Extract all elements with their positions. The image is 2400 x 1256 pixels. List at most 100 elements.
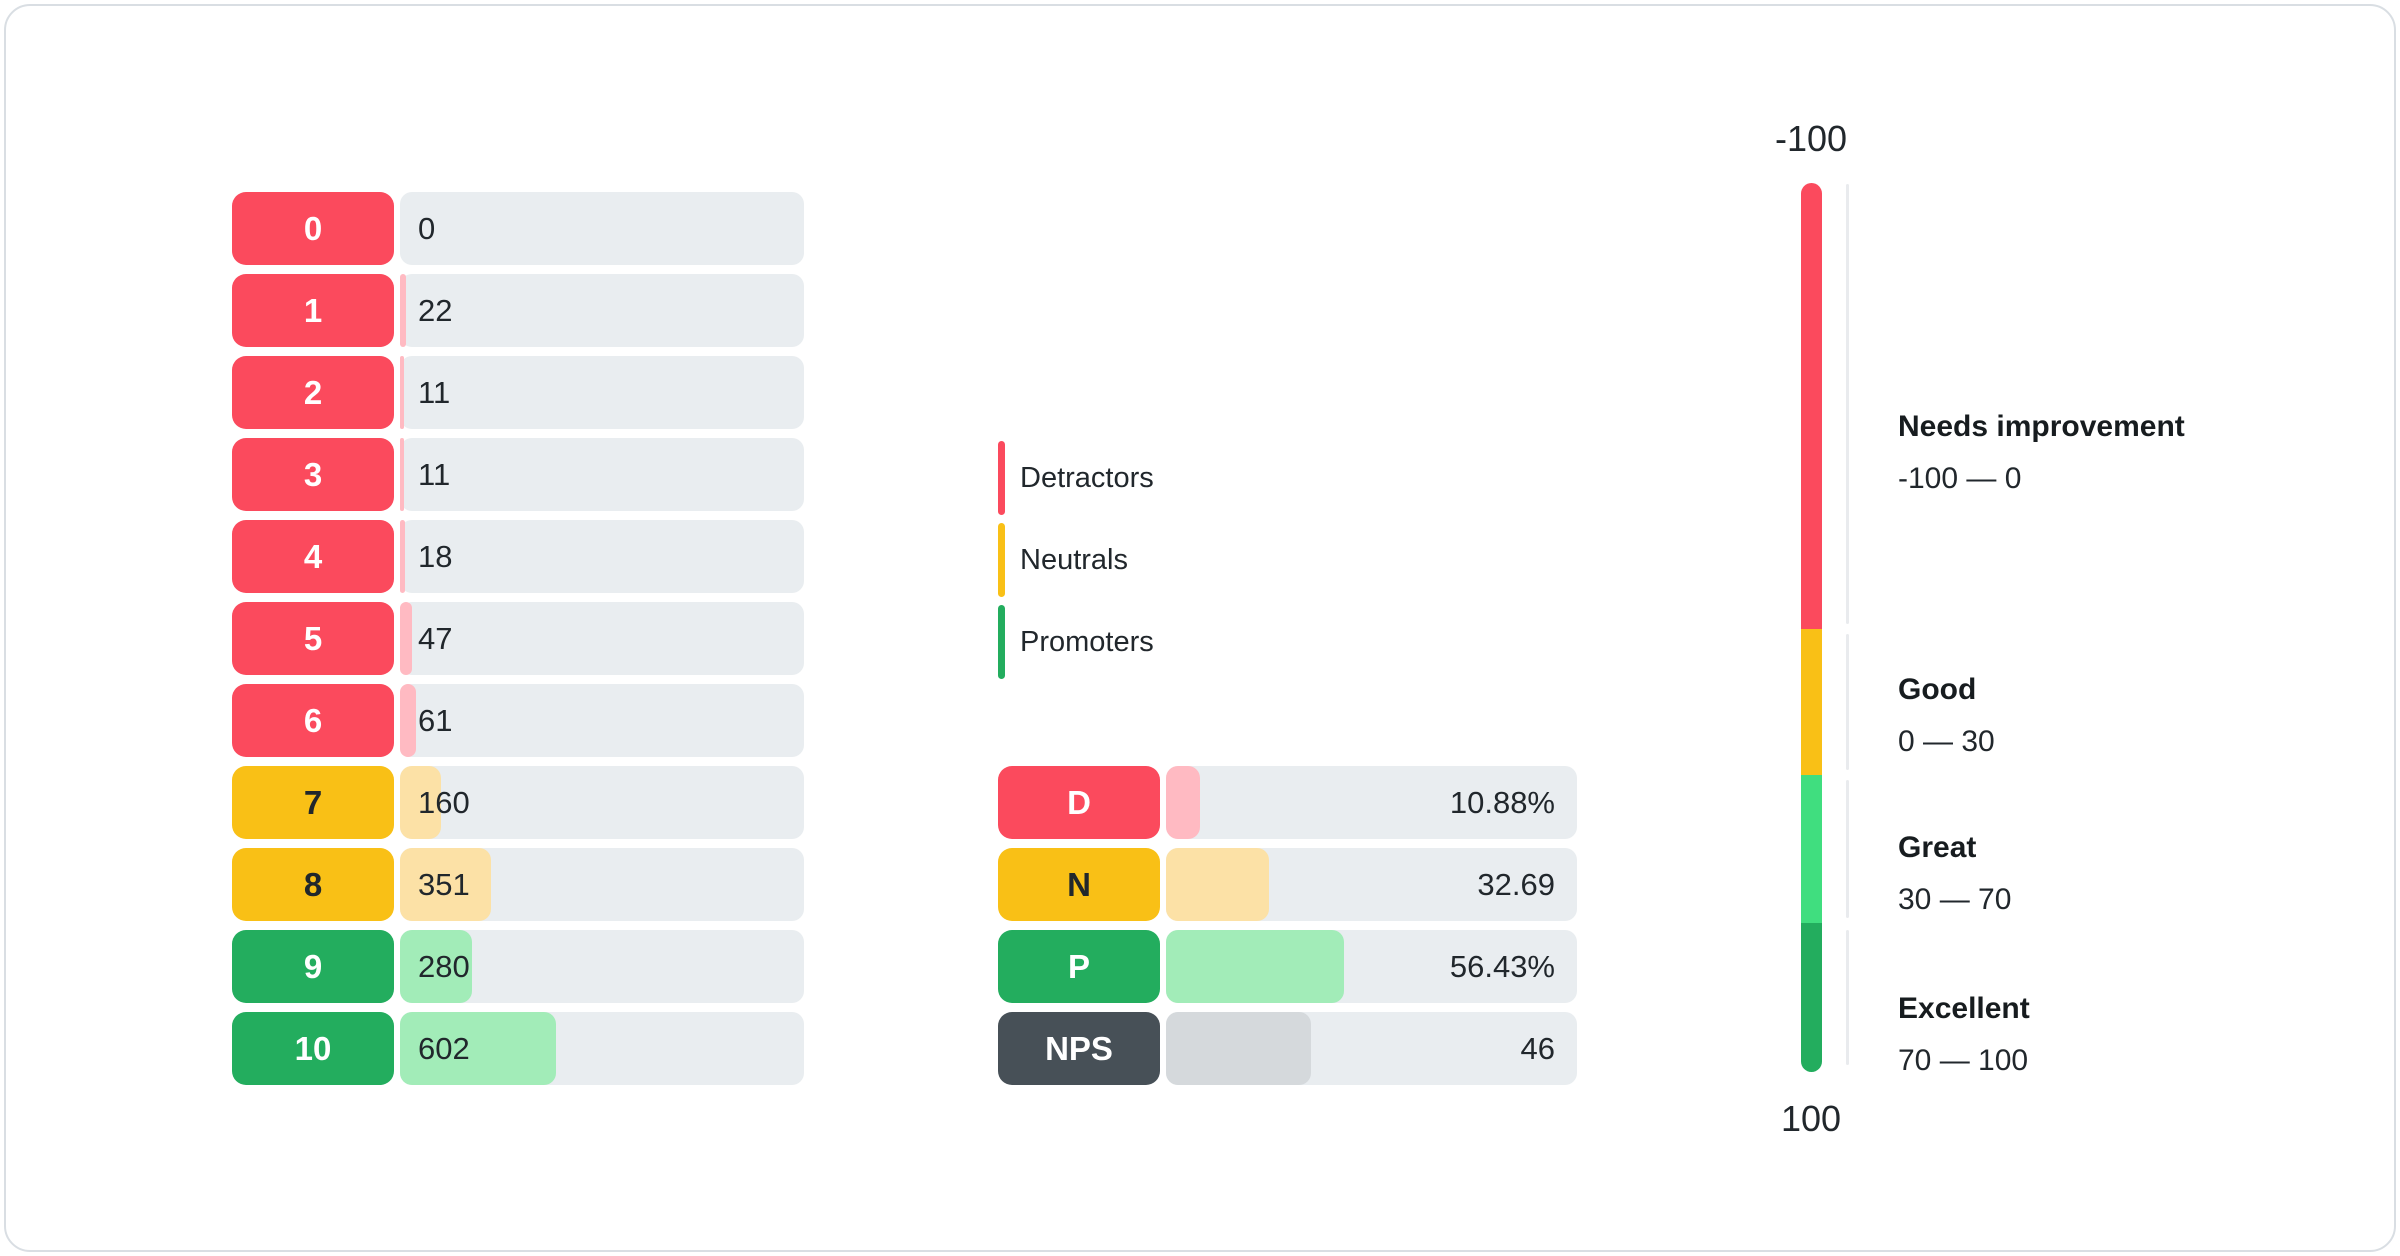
summary-badge: P [998,930,1160,1003]
score-row: 3 11 [232,438,804,511]
score-count: 160 [418,784,470,820]
score-track: 11 [400,356,804,429]
summary-bar [1166,930,1345,1003]
score-row: 4 18 [232,520,804,593]
score-track: 11 [400,438,804,511]
score-count: 11 [418,456,451,492]
score-bar [400,356,404,429]
gauge-section-title: Excellent [1898,992,2030,1025]
score-row: 1 22 [232,274,804,347]
score-track: 351 [400,848,804,921]
summary-value: 56.43% [1449,948,1555,984]
summary-row: NPS 46 [998,1012,1580,1085]
gauge-axis-line [1846,634,1849,770]
score-count: 602 [418,1030,470,1066]
score-bar [400,684,416,757]
legend-item-neutrals: Neutrals [998,523,1154,597]
summary-bar [1166,1012,1312,1085]
score-badge: 9 [232,930,394,1003]
neutrals-swatch-icon [998,523,1005,597]
gauge-axis-line [1846,780,1849,918]
gauge-section-range: 0 — 30 [1898,725,1995,758]
legend-item-promoters: Promoters [998,605,1154,679]
score-track: 0 [400,192,804,265]
score-row: 5 47 [232,602,804,675]
score-badge: 6 [232,684,394,757]
summary-track: 32.69 [1166,848,1577,921]
score-track: 18 [400,520,804,593]
summary-badge: D [998,766,1160,839]
summary-bar [1166,848,1270,921]
score-bar [400,848,491,921]
score-track: 280 [400,930,804,1003]
gauge-section-title: Needs improvement [1898,410,2185,443]
summary-value: 46 [1520,1030,1555,1066]
gauge-axis-line [1846,184,1849,624]
score-track: 47 [400,602,804,675]
score-row: 7 160 [232,766,804,839]
summary-row: P 56.43% [998,930,1580,1003]
gauge-axis-line [1846,930,1849,1065]
score-count: 0 [418,210,436,246]
score-count: 18 [418,538,453,574]
gauge-section-excellent: Excellent 70 — 100 [1898,990,2030,1080]
score-badge: 8 [232,848,394,921]
nps-summary-chart: D 10.88% N 32.69 P 56.43% NPS 46 [998,766,1580,1094]
score-badge: 0 [232,192,394,265]
legend-label: Neutrals [1020,543,1128,576]
score-bar [400,520,405,593]
score-row: 6 61 [232,684,804,757]
summary-badge: NPS [998,1012,1160,1085]
score-bar [400,1012,556,1085]
score-bar [400,438,404,511]
gauge-section-range: -100 — 0 [1898,462,2022,495]
summary-value: 32.69 [1477,866,1555,902]
gauge-section-title: Great [1898,831,1977,864]
promoters-swatch-icon [998,605,1005,679]
score-bar [400,274,406,347]
gauge-segment [1801,183,1822,630]
gauge-section-good: Good 0 — 30 [1898,671,1995,761]
score-count: 22 [418,292,453,328]
gauge-segment [1801,629,1822,776]
score-count: 11 [418,374,451,410]
score-row: 10 602 [232,1012,804,1085]
gauge-bar [1801,183,1822,1072]
legend-item-detractors: Detractors [998,441,1154,515]
score-track: 602 [400,1012,804,1085]
gauge-section-great: Great 30 — 70 [1898,829,2011,919]
score-row: 2 11 [232,356,804,429]
gauge-section-range: 70 — 100 [1898,1044,2029,1077]
gauge-segment [1801,922,1822,1072]
score-badge: 4 [232,520,394,593]
score-count: 280 [418,948,470,984]
legend-label: Detractors [1020,461,1154,494]
score-bar [400,930,473,1003]
summary-track: 46 [1166,1012,1577,1085]
summary-track: 10.88% [1166,766,1577,839]
score-bar [400,602,413,675]
score-badge: 1 [232,274,394,347]
legend: Detractors Neutrals Promoters [998,441,1154,687]
score-bar [400,766,442,839]
summary-row: N 32.69 [998,848,1580,921]
gauge-top-label: -100 [1774,118,1848,159]
score-row: 0 0 [232,192,804,265]
score-count: 47 [418,620,453,656]
score-distribution-chart: 0 0 1 22 2 11 3 11 4 18 5 [232,192,804,1094]
score-badge: 5 [232,602,394,675]
score-count: 351 [418,866,470,902]
gauge-section-needs-improvement: Needs improvement -100 — 0 [1898,408,2185,498]
summary-badge: N [998,848,1160,921]
gauge-section-range: 30 — 70 [1898,883,2012,916]
summary-bar [1166,766,1201,839]
score-badge: 7 [232,766,394,839]
summary-value: 10.88% [1449,784,1555,820]
score-badge: 2 [232,356,394,429]
gauge-bottom-label: 100 [1780,1098,1842,1139]
gauge-segment [1801,775,1822,923]
score-track: 61 [400,684,804,757]
score-badge: 10 [232,1012,394,1085]
gauge-section-title: Good [1898,673,1977,706]
detractors-swatch-icon [998,441,1005,515]
